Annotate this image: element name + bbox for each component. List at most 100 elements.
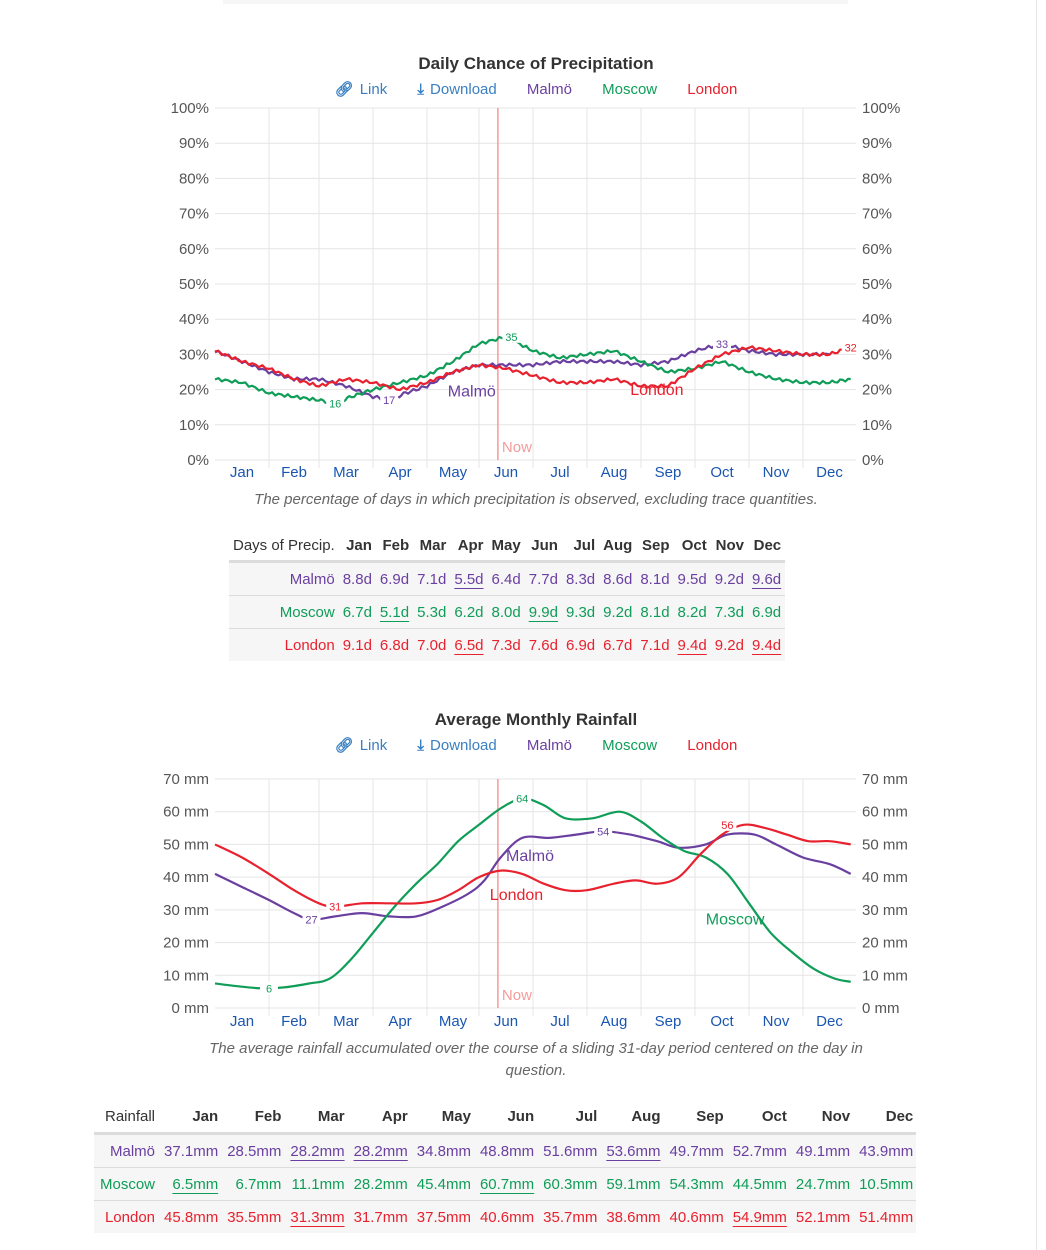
table-cell: 5.3d xyxy=(417,603,447,621)
y-tick-label-right: 20 mm xyxy=(862,935,908,952)
x-tick-label-apr[interactable]: Apr xyxy=(388,464,411,481)
x-tick-label-aug[interactable]: Aug xyxy=(601,1013,628,1030)
annotation-bg xyxy=(713,336,731,350)
x-tick-label-jan[interactable]: Jan xyxy=(230,464,254,481)
table-cell: 28.2mm xyxy=(284,1134,347,1168)
extreme-value: 28.2mm xyxy=(290,1142,345,1160)
x-tick-label-jun[interactable]: Jun xyxy=(494,464,518,481)
table-cell: 9.5d xyxy=(677,570,707,588)
row-city-label: Malmö xyxy=(289,570,335,588)
rainfall-link-button[interactable]: 🔗︎ Link xyxy=(334,737,388,754)
column-header-feb: Feb xyxy=(254,1107,282,1125)
legend-malmo[interactable]: Malmö xyxy=(526,81,572,98)
data-label-malmo: 17 xyxy=(383,395,395,407)
column-header-oct: Oct xyxy=(761,1107,787,1125)
table-cell: 6.8d xyxy=(379,636,410,654)
series-label-london: London xyxy=(490,887,543,904)
days-of-precip-table: Days of Precip. Jan Feb Mar Apr May Jun Jul Aug S… xyxy=(229,530,786,662)
y-tick-label-left: 80% xyxy=(179,170,209,187)
table-cell: 60.7mm xyxy=(474,1168,537,1201)
table-cell: 43.9mm xyxy=(859,1142,914,1160)
x-tick-label-sep[interactable]: Sep xyxy=(655,1013,682,1030)
extreme-value: 6.5mm xyxy=(172,1175,219,1193)
legend-moscow[interactable]: Moscow xyxy=(602,737,658,754)
annotation-bg xyxy=(326,396,345,410)
x-tick-label-jul[interactable]: Jul xyxy=(550,1013,569,1030)
link-icon: 🔗︎ xyxy=(334,737,354,754)
table-cell: 34.8mm xyxy=(416,1142,471,1160)
series-line-london[interactable] xyxy=(214,345,851,392)
legend-malmo[interactable]: Malmö xyxy=(526,737,572,754)
x-tick-label-feb[interactable]: Feb xyxy=(281,1013,307,1030)
series-label-london: London xyxy=(630,382,683,399)
legend-london[interactable]: London xyxy=(687,737,738,754)
data-label-moscow: 6 xyxy=(266,983,272,995)
column-header-nov: Nov xyxy=(715,536,744,554)
table-cell: 5.5d xyxy=(450,562,487,596)
table-cell: 11.1mm xyxy=(291,1175,345,1193)
x-tick-label-sep[interactable]: Sep xyxy=(655,464,682,481)
x-tick-label-may[interactable]: May xyxy=(439,464,468,481)
x-tick-label-oct[interactable]: Oct xyxy=(710,464,734,481)
precip-link-button[interactable]: 🔗︎ Link xyxy=(334,81,388,98)
legend-london[interactable]: London xyxy=(687,81,738,98)
y-tick-label-left: 20% xyxy=(179,382,209,399)
table-cell: 9.4d xyxy=(674,629,711,662)
series-line-moscow[interactable] xyxy=(214,335,851,407)
table-cell: 38.6mm xyxy=(606,1208,661,1226)
rainfall-download-button[interactable]: ⤓ Download xyxy=(417,737,497,754)
x-tick-label-may[interactable]: May xyxy=(439,1013,468,1030)
table-cell: 8.6d xyxy=(603,570,633,588)
x-tick-label-jul[interactable]: Jul xyxy=(550,464,569,481)
x-tick-label-dec[interactable]: Dec xyxy=(816,464,843,481)
legend-moscow[interactable]: Moscow xyxy=(602,81,658,98)
rainfall-chart-controls: 🔗︎ Link ⤓ Download Malmö Moscow London xyxy=(0,736,1046,754)
precip-chart-controls: 🔗︎ Link ⤓ Download Malmö Moscow London xyxy=(0,80,1046,98)
x-tick-label-aug[interactable]: Aug xyxy=(601,464,628,481)
y-tick-label-right: 30% xyxy=(862,346,892,363)
x-tick-label-mar[interactable]: Mar xyxy=(333,1013,359,1030)
annotation-bg xyxy=(513,791,532,805)
precip-download-button[interactable]: ⤓ Download xyxy=(417,81,497,98)
data-label-london: 31 xyxy=(329,902,341,914)
table-cell: 51.6mm xyxy=(543,1142,598,1160)
table-cell: 8.1d xyxy=(640,570,670,588)
table-cell: 48.8mm xyxy=(479,1142,535,1160)
precip-chart-title: Daily Chance of Precipitation xyxy=(418,54,654,73)
column-header-jun: Jun xyxy=(531,536,558,554)
column-header-apr: Apr xyxy=(457,536,484,554)
y-tick-label-right: 50% xyxy=(862,276,892,293)
x-tick-label-jun[interactable]: Jun xyxy=(494,1013,518,1030)
table-header-row: Days of Precip. Jan Feb Mar Apr May Jun Jul Aug S… xyxy=(229,530,785,562)
data-label-malmo: 54 xyxy=(597,826,609,838)
x-tick-label-oct[interactable]: Oct xyxy=(710,1013,734,1030)
x-tick-label-feb[interactable]: Feb xyxy=(281,464,307,481)
x-tick-label-nov[interactable]: Nov xyxy=(763,1013,790,1030)
column-header-dec: Dec xyxy=(753,536,782,554)
table-cell: 28.5mm xyxy=(227,1142,282,1160)
x-tick-label-jan[interactable]: Jan xyxy=(230,1013,254,1030)
table-cell: 9.9d xyxy=(525,596,562,629)
extreme-value: 53.6mm xyxy=(606,1142,661,1160)
column-header-jan: Jan xyxy=(192,1107,219,1125)
extreme-value: 60.7mm xyxy=(479,1175,535,1193)
x-tick-label-dec[interactable]: Dec xyxy=(816,1013,843,1030)
table-cell: 8.3d xyxy=(565,570,596,588)
x-tick-label-nov[interactable]: Nov xyxy=(763,464,790,481)
x-tick-label-apr[interactable]: Apr xyxy=(388,1013,411,1030)
table-row-malmo: Malmö 37.1mm 28.5mm 28.2mm 28.2mm 34.8mm 48.8m… xyxy=(94,1133,917,1168)
y-tick-label-left: 60% xyxy=(179,241,209,258)
y-tick-label-right: 0 mm xyxy=(862,1000,900,1017)
table-cell: 9.6d xyxy=(748,562,785,596)
table-cell: 37.5mm xyxy=(416,1208,471,1226)
table-cell: 9.2d xyxy=(714,570,744,588)
extreme-value: 9.4d xyxy=(751,636,782,654)
series-line-moscow[interactable] xyxy=(214,797,851,990)
page-scrollbar-track[interactable] xyxy=(1036,0,1037,1250)
column-header-sep: Sep xyxy=(696,1107,724,1125)
x-tick-label-mar[interactable]: Mar xyxy=(333,464,359,481)
y-tick-label-right: 70% xyxy=(862,206,892,223)
table-row-moscow: Moscow 6.7d 5.1d 5.3d 6.2d 8.0d 9.9d 9.3d 9.2d 8.… xyxy=(229,595,786,629)
annotation-bg xyxy=(502,329,521,343)
table-cell: 40.6mm xyxy=(479,1208,535,1226)
